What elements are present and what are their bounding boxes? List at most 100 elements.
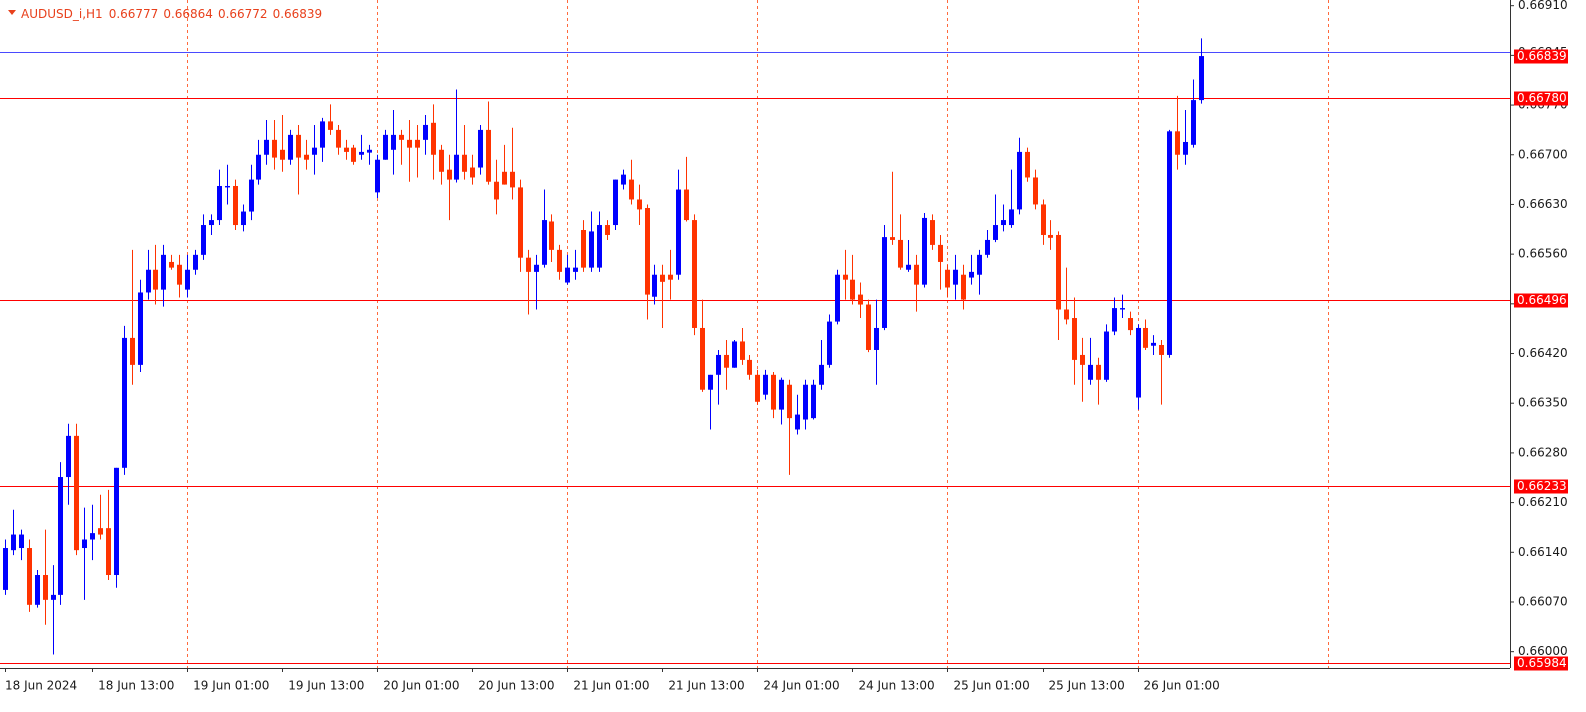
candle-body [51, 594, 56, 600]
candle-body [407, 139, 412, 148]
candle-body [945, 269, 950, 288]
level-label: 0.66780 [1517, 91, 1567, 105]
candle-body [98, 528, 103, 535]
candle-body [549, 221, 554, 250]
candle-body [209, 220, 214, 226]
close-label: 0.66839 [1517, 49, 1567, 63]
level-label: 0.65984 [1517, 656, 1567, 670]
candle-body [217, 185, 222, 221]
x-tick-label: 19 Jun 13:00 [288, 679, 364, 693]
candle-body [19, 534, 24, 549]
candle-body [700, 327, 705, 390]
candle-body [383, 134, 388, 160]
candle-body [177, 264, 182, 285]
candle-body [732, 341, 737, 368]
candle-body [645, 207, 650, 295]
candle-body [454, 154, 459, 180]
candle-body [431, 122, 436, 155]
candle-body [486, 129, 491, 182]
candle-body [747, 359, 752, 375]
x-tick-label: 24 Jun 01:00 [763, 679, 839, 693]
candle-body [58, 477, 63, 595]
candle-body [66, 435, 71, 478]
candle-body [169, 261, 174, 268]
candle-body [835, 274, 840, 322]
candle-body [684, 189, 689, 221]
candle-body [534, 264, 539, 272]
candle-body [660, 274, 665, 282]
candle-body [193, 254, 198, 270]
candle-body [1136, 327, 1141, 398]
candle-body [1120, 308, 1125, 310]
x-tick-label: 18 Jun 13:00 [98, 679, 174, 693]
candle-body [874, 327, 879, 350]
candle-body [827, 321, 832, 365]
candle-body [1025, 151, 1030, 178]
candle-body [415, 139, 420, 148]
candle-body [763, 374, 768, 395]
level-label-box [1514, 293, 1568, 308]
candle-body [502, 171, 507, 185]
last-low: 0.66772 [218, 7, 268, 21]
candle-body [1009, 209, 1014, 226]
y-tick-label: 0.66700 [1518, 147, 1568, 161]
candle-body [953, 269, 958, 285]
candle-body [771, 374, 776, 410]
candle-body [1001, 220, 1006, 226]
candle-body [724, 354, 729, 368]
candle-body [985, 239, 990, 255]
level-label-box [1514, 656, 1568, 671]
level-label-box [1514, 91, 1568, 106]
candle-body [1041, 204, 1046, 235]
y-tick-label: 0.66910 [1518, 0, 1568, 12]
candle-body [779, 379, 784, 410]
candle-body [518, 187, 523, 258]
candle-body [27, 548, 32, 605]
candle-body [138, 292, 143, 365]
x-tick-label: 21 Jun 01:00 [573, 679, 649, 693]
x-tick-label: 24 Jun 13:00 [858, 679, 934, 693]
candle-body [351, 147, 356, 162]
x-tick-label: 25 Jun 01:00 [953, 679, 1029, 693]
candle-body [74, 435, 79, 551]
y-tick-label: 0.66140 [1518, 545, 1568, 559]
candle-body [130, 337, 135, 365]
candle-body [43, 575, 48, 600]
candle-body [1064, 309, 1069, 320]
candle-body [423, 124, 428, 140]
candle-body [819, 364, 824, 385]
candle-body [296, 134, 301, 158]
candle-body [787, 384, 792, 419]
candle-body [367, 149, 372, 153]
candle-body [478, 129, 483, 168]
candle-body [439, 149, 444, 172]
candle-body [811, 384, 816, 419]
candle-body [930, 220, 935, 245]
x-tick-label: 19 Jun 01:00 [193, 679, 269, 693]
candle-body [557, 249, 562, 272]
candle-body [613, 179, 618, 226]
y-tick-label: 0.66630 [1518, 197, 1568, 211]
candle-body [637, 199, 642, 210]
candle-body [1104, 331, 1109, 380]
candle-body [391, 134, 396, 150]
candle-body [1143, 327, 1148, 348]
candle-body [621, 174, 626, 185]
y-tick-label: 0.66560 [1518, 247, 1568, 261]
candle-body [526, 257, 531, 272]
candle-body [629, 179, 634, 200]
candle-body [565, 267, 570, 283]
candle-body [890, 237, 895, 240]
candle-body [1096, 364, 1101, 380]
candle-body [146, 269, 151, 293]
candle-body [225, 185, 230, 188]
candle-body [359, 151, 364, 155]
candle-body [201, 225, 206, 255]
candle-body [803, 384, 808, 420]
candle-body [755, 374, 760, 402]
candle-body [510, 171, 515, 188]
x-tick-label: 20 Jun 13:00 [478, 679, 554, 693]
candle-body [1088, 364, 1093, 380]
